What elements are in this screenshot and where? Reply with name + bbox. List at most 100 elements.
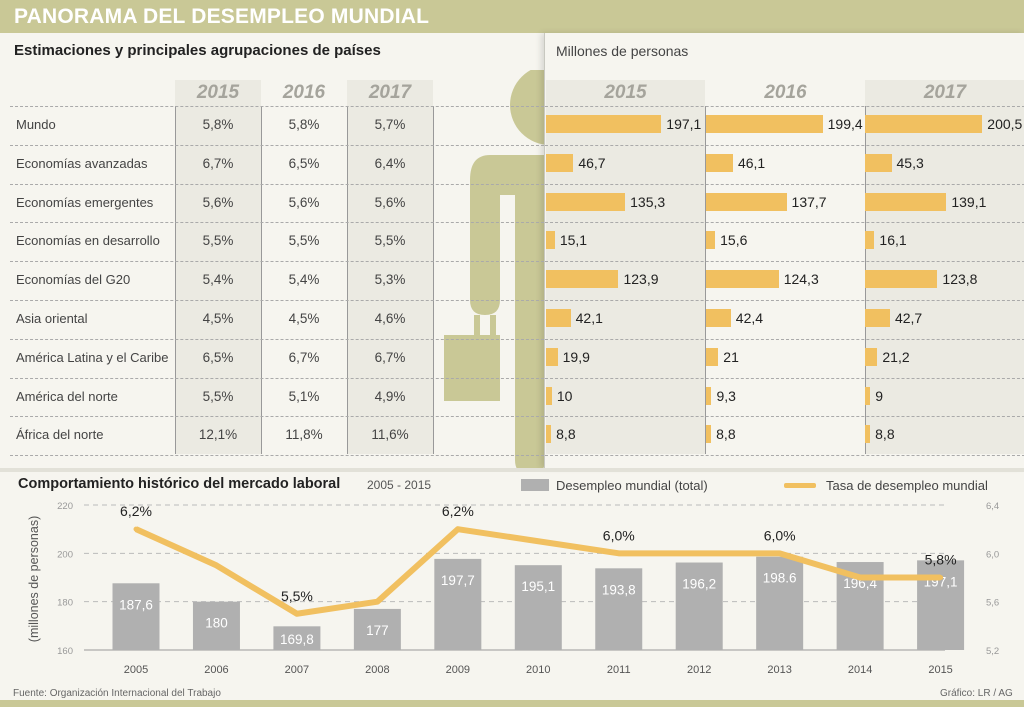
rate-cell: 6,5% [202,349,234,365]
rate-point-label: 5,8% [925,552,957,568]
x-tick-label: 2015 [928,664,952,676]
row-label: América del norte [16,388,118,404]
rate-cell: 6,4% [374,155,406,171]
million-value: 19,9 [562,348,590,365]
million-bar [865,386,871,405]
million-value: 21,2 [882,348,910,365]
column-divider [175,106,176,454]
source-note: Fuente: Organización Internacional del T… [13,688,221,699]
y2-tick-label: 6,0 [986,549,999,560]
million-bar [546,309,571,327]
history-bar-label: 196,2 [682,577,716,592]
rate-cell: 5,3% [374,272,406,288]
column-divider [433,106,434,454]
rate-point [294,611,300,617]
year-header: 2017 [923,82,967,103]
y-tick-label: 200 [57,549,73,560]
million-value: 46,7 [578,154,606,171]
rate-cell: 5,8% [288,117,320,132]
rate-point [213,562,219,568]
row-divider [545,338,1024,340]
row-divider [545,455,1024,457]
million-bar [865,231,875,250]
million-bar [546,192,626,211]
credit-note: Gráfico: LR / AG [940,688,1013,699]
x-tick-label: 2008 [365,664,389,676]
row-label: Mundo [16,117,56,132]
x-tick-label: 2012 [687,664,711,676]
million-bar [865,153,892,172]
row-divider [10,261,544,263]
history-bar [192,601,240,650]
x-tick-label: 2011 [607,664,631,676]
history-bar [514,565,562,650]
y2-tick-label: 5,6 [986,598,999,609]
rate-point [133,526,139,532]
million-bar [865,192,947,211]
million-value: 15,6 [720,232,748,249]
page-title: PANORAMA DEL DESEMPLEO MUNDIAL [14,5,430,28]
x-tick-label: 2009 [446,664,470,676]
history-bar-label: 177 [366,623,389,638]
x-tick-label: 2005 [124,664,148,676]
rate-cell: 5,1% [288,388,320,404]
history-bar [112,583,160,650]
year-header: 2016 [282,82,326,103]
row-divider [545,144,1024,146]
x-tick-label: 2006 [204,664,228,676]
y-axis-label: (millones de personas) [27,516,41,642]
rate-cell: 4,6% [374,311,406,326]
column-divider [347,106,348,454]
million-bar [865,425,871,444]
history-bar-label: 169,8 [280,632,314,647]
rate-cell: 5,7% [374,117,406,132]
row-divider [10,144,544,146]
rate-cell: 5,5% [288,233,320,249]
row-label: Economías avanzadas [16,155,148,171]
rate-point-label: 6,2% [120,503,152,519]
million-value: 21 [723,348,739,365]
million-value: 124,3 [783,271,819,288]
row-label: América Latina y el Caribe [16,349,169,365]
million-bar [706,270,779,289]
million-value: 139,1 [951,193,987,210]
row-divider [545,416,1024,418]
x-tick-label: 2010 [526,664,550,676]
row-divider [545,300,1024,301]
row-label: Economías emergentes [16,194,154,210]
million-value: 8,8 [875,426,895,443]
millions-bars: 2015 2016 2017 197,1 199,4 200,5 46,7 46,1 45,3 1… [545,33,1024,468]
rate-cell: 4,5% [288,311,320,326]
table-subtitle: Estimaciones y principales agrupaciones … [14,42,381,59]
history-bar-label: 197,7 [441,573,475,588]
rate-cell: 6,7% [202,155,234,171]
legend-line-label: Tasa de desempleo mundial [826,478,988,493]
rate-cell: 6,5% [288,155,320,171]
rate-point [374,599,380,605]
rate-point-label: 6,0% [603,527,635,543]
million-bar [865,347,878,366]
million-bar [546,425,552,444]
rate-cell: 5,5% [202,388,234,404]
rate-cell: 5,6% [202,194,234,210]
history-bar [434,558,482,650]
million-bar [546,386,552,405]
million-bar [706,192,787,211]
section-divider [0,468,1024,472]
rate-cell: 5,5% [202,233,234,249]
x-tick-label: 2014 [848,664,872,676]
million-bar [546,270,619,289]
history-bar-label: 195,1 [521,579,555,594]
history-bar [273,626,321,650]
million-bar [865,309,890,327]
rate-cell: 6,7% [288,349,320,365]
rate-cell: 6,7% [374,349,406,365]
row-divider [545,261,1024,263]
million-value: 42,4 [735,310,764,326]
history-bar-label: 180 [205,616,228,631]
history-bar-label: 187,6 [119,597,153,612]
history-title: Comportamiento histórico del mercado lab… [18,476,341,492]
row-divider [10,377,544,379]
title-bar: PANORAMA DEL DESEMPLEO MUNDIAL [0,0,1024,33]
million-value: 9 [875,387,884,404]
